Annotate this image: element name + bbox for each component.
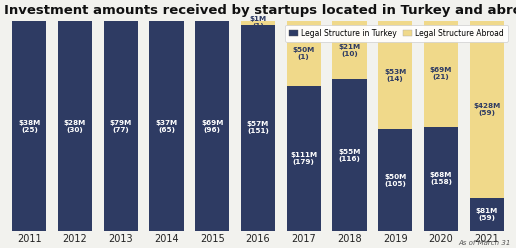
Bar xyxy=(286,21,321,231)
Text: $1M
(1): $1M (1) xyxy=(249,16,267,30)
Text: $37M
(65): $37M (65) xyxy=(155,120,178,133)
Bar xyxy=(424,21,458,231)
Text: $57M
(151): $57M (151) xyxy=(247,121,269,134)
Text: $38M
(25): $38M (25) xyxy=(18,120,40,133)
Bar xyxy=(195,21,230,231)
Text: $50M
(105): $50M (105) xyxy=(384,174,406,186)
Text: $50M
(1): $50M (1) xyxy=(293,47,315,60)
Legend: Legal Structure in Turkey, Legal Structure Abroad: Legal Structure in Turkey, Legal Structu… xyxy=(285,25,508,42)
Bar xyxy=(104,21,138,231)
Bar xyxy=(195,21,230,231)
Bar xyxy=(58,21,92,231)
Bar xyxy=(241,21,275,231)
Text: $69M
(96): $69M (96) xyxy=(201,120,223,133)
Bar xyxy=(149,21,184,231)
Text: $55M
(116): $55M (116) xyxy=(338,149,361,162)
Text: $53M
(14): $53M (14) xyxy=(384,69,406,82)
Bar xyxy=(104,21,138,231)
Bar xyxy=(332,79,367,231)
Text: As of March 31: As of March 31 xyxy=(458,240,511,246)
Bar xyxy=(378,129,412,231)
Bar xyxy=(470,198,504,231)
Bar xyxy=(378,21,412,231)
Text: $81M
(59): $81M (59) xyxy=(476,208,498,221)
Bar xyxy=(12,21,46,231)
Bar xyxy=(241,21,275,25)
Text: $21M
(10): $21M (10) xyxy=(338,44,361,57)
Bar xyxy=(424,127,458,231)
Bar xyxy=(149,21,184,231)
Bar xyxy=(378,21,412,129)
Text: $69M
(21): $69M (21) xyxy=(430,67,452,81)
Bar xyxy=(286,21,321,86)
Text: Investment amounts received by startups located in Turkey and abroad: Investment amounts received by startups … xyxy=(4,4,516,17)
Bar xyxy=(424,21,458,127)
Bar xyxy=(58,21,92,231)
Bar xyxy=(286,86,321,231)
Bar xyxy=(332,21,367,79)
Text: $79M
(77): $79M (77) xyxy=(110,120,132,133)
Bar xyxy=(470,21,504,198)
Text: $68M
(158): $68M (158) xyxy=(430,172,452,186)
Text: $428M
(59): $428M (59) xyxy=(473,103,501,116)
Bar xyxy=(241,25,275,231)
Bar xyxy=(470,21,504,231)
Bar xyxy=(332,21,367,231)
Text: $28M
(30): $28M (30) xyxy=(64,120,86,133)
Text: $111M
(179): $111M (179) xyxy=(290,152,317,165)
Bar xyxy=(12,21,46,231)
